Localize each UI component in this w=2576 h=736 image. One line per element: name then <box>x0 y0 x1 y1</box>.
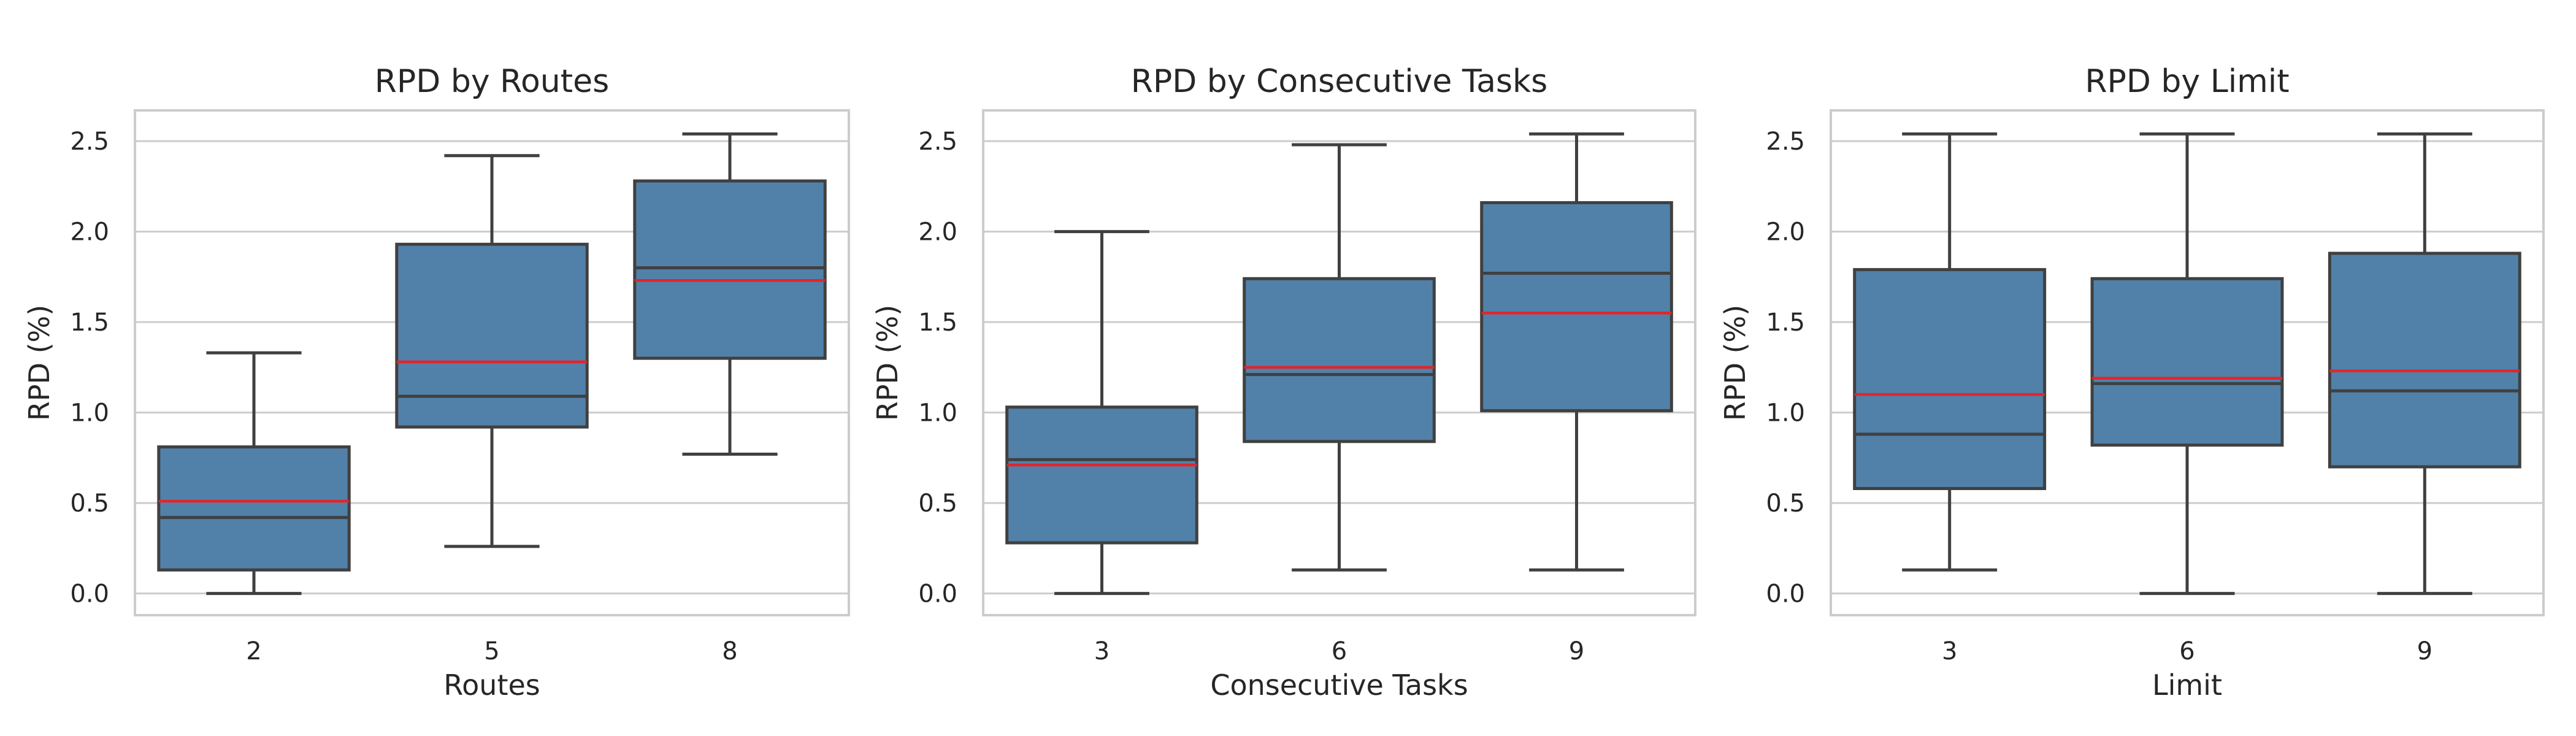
x-axis-label: Limit <box>2152 669 2222 702</box>
y-tick-label: 2.5 <box>918 128 957 156</box>
y-tick-label: 0.5 <box>918 489 957 518</box>
chart-title: RPD by Consecutive Tasks <box>1131 63 1548 100</box>
box-iqr <box>633 179 827 360</box>
chart-panel-consecutive-tasks: 0.0 0.5 1.0 1.5 2.0 2.5 3 6 9 RPD by Consecutive … <box>871 63 1696 702</box>
box-9 <box>1480 132 1673 572</box>
box-iqr <box>1243 277 1436 443</box>
x-tick-label: 9 <box>1569 637 1584 665</box>
y-tick-label: 0.0 <box>918 580 957 608</box>
plot-frame <box>1830 109 2545 616</box>
y-tick-label: 0.5 <box>70 489 109 518</box>
box-iqr <box>2328 251 2521 469</box>
box-8 <box>633 132 827 456</box>
plot-frame <box>982 109 1696 616</box>
y-tick-label: 0.0 <box>1766 580 1805 608</box>
x-tick-label: 8 <box>722 637 737 665</box>
box-iqr <box>1005 405 1198 545</box>
chart-panel-limit: 0.0 0.5 1.0 1.5 2.0 2.5 3 6 9 RPD by Limit Limit RP… <box>1719 63 2545 702</box>
x-tick-label: 6 <box>2179 637 2195 665</box>
x-tick-label: 6 <box>1332 637 1347 665</box>
y-tick-label: 1.0 <box>70 399 109 427</box>
box-2 <box>157 351 351 596</box>
chart-panel-routes: 0.0 0.5 1.0 1.5 2.0 2.5 2 5 8 RPD by Routes Routes… <box>23 63 850 702</box>
box-9 <box>2328 132 2521 596</box>
y-tick-label: 1.0 <box>1766 399 1805 427</box>
y-axis-label: RPD (%) <box>871 305 904 421</box>
box-3 <box>1005 230 1198 596</box>
y-axis-label: RPD (%) <box>23 305 56 421</box>
box-iqr <box>157 445 351 572</box>
y-tick-label: 0.5 <box>1766 489 1805 518</box>
y-tick-label: 2.0 <box>1766 218 1805 247</box>
box-6 <box>1243 143 1436 572</box>
y-tick-label: 0.0 <box>70 580 109 608</box>
y-axis-label: RPD (%) <box>1719 305 1752 421</box>
box-iqr <box>1853 268 2047 491</box>
box-iqr <box>395 242 589 429</box>
y-tick-label: 2.5 <box>1766 128 1805 156</box>
plot-frame <box>134 109 850 616</box>
chart-title: RPD by Limit <box>2085 63 2289 100</box>
x-axis-label: Routes <box>443 669 540 702</box>
x-tick-label: 5 <box>484 637 499 665</box>
x-tick-label: 3 <box>1942 637 1957 665</box>
y-tick-label: 1.5 <box>70 309 109 337</box>
y-tick-label: 2.0 <box>918 218 957 247</box>
box-iqr <box>1480 201 1673 413</box>
box-3 <box>1853 132 2047 572</box>
box-iqr <box>2090 277 2284 447</box>
y-tick-label: 1.5 <box>918 309 957 337</box>
box-5 <box>395 154 589 548</box>
x-axis-label: Consecutive Tasks <box>1210 669 1468 702</box>
x-tick-label: 3 <box>1094 637 1110 665</box>
y-tick-label: 2.0 <box>70 218 109 247</box>
box-6 <box>2090 132 2284 596</box>
chart-title: RPD by Routes <box>375 63 609 100</box>
y-tick-label: 1.0 <box>918 399 957 427</box>
x-tick-label: 2 <box>246 637 261 665</box>
y-tick-label: 1.5 <box>1766 309 1805 337</box>
x-tick-label: 9 <box>2417 637 2432 665</box>
y-tick-label: 2.5 <box>70 128 109 156</box>
